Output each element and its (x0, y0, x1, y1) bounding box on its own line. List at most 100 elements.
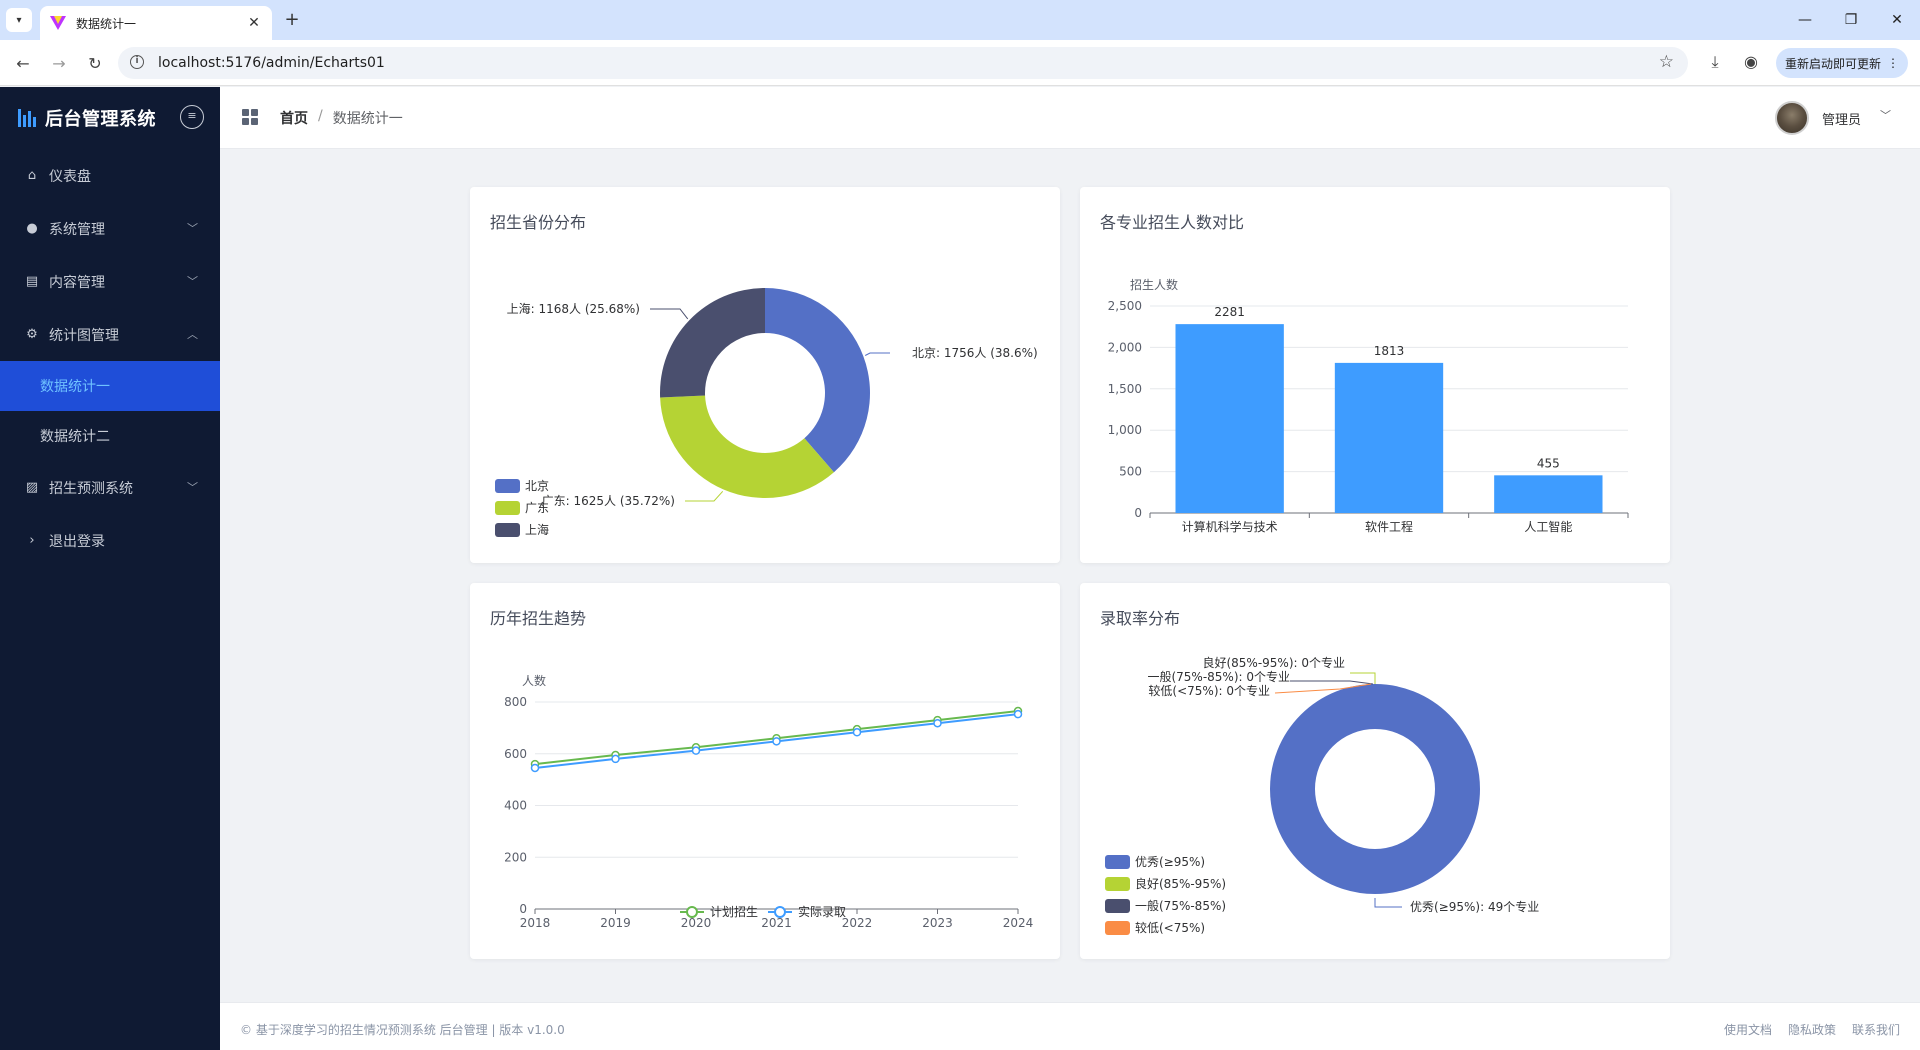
tab-close-icon[interactable]: ✕ (248, 15, 260, 31)
sidebar-subitem-stats-1[interactable]: 数据统计一 (0, 361, 220, 411)
footer-link-privacy[interactable]: 隐私政策 (1787, 1023, 1836, 1037)
breadcrumb-separator: / (318, 108, 323, 124)
username[interactable]: 管理员 (1822, 113, 1862, 128)
page-header: 首页 / 数据统计一 管理员 ﹀ (220, 87, 1920, 149)
sidebar-item-label: 系统管理 (49, 221, 105, 238)
tab-search-chevron-icon[interactable]: ▾ (6, 8, 32, 32)
footer-link-docs[interactable]: 使用文档 (1723, 1023, 1772, 1037)
legend-label: 良好(85%-95%) (1135, 876, 1226, 891)
footer-links: 使用文档 隐私政策 联系我们 (1724, 1021, 1900, 1038)
tab-title: 数据统计一 (76, 16, 137, 31)
x-tick-label: 计算机科学与技术 (1182, 519, 1278, 534)
chart-icon: ▨ (25, 480, 39, 495)
address-url[interactable]: localhost:5176/admin/Echarts01 (158, 55, 385, 71)
reload-icon[interactable]: ↻ (88, 53, 102, 73)
card-major: 各专业招生人数对比 招生人数 0 500 1,000 1,500 2,000 2,500 22… (1080, 187, 1670, 563)
data-point (1013, 709, 1023, 719)
legend-label: 上海 (525, 522, 549, 537)
brand-title: 后台管理系统 (45, 109, 156, 130)
update-button[interactable]: 重新启动即可更新 ⋮ (1776, 48, 1908, 78)
bookmark-star-icon[interactable]: ☆ (1658, 52, 1674, 72)
legend-swatch (1105, 877, 1130, 891)
donut-slice (765, 288, 870, 473)
sidebar-item-label: 仪表盘 (49, 168, 91, 185)
browser-toolbar: ← → ↻ i localhost:5176/admin/Echarts01 ☆… (0, 40, 1920, 86)
site-info-icon[interactable]: i (130, 55, 144, 69)
y-tick-label: 500 (1119, 465, 1142, 479)
home-icon: ⌂ (27, 168, 37, 183)
download-icon[interactable]: ⤓ (1711, 52, 1719, 71)
window-close-icon[interactable]: ✕ (1891, 12, 1903, 28)
legend-label: 优秀(≥95%) (1135, 855, 1205, 869)
label-leader-line (1374, 898, 1402, 908)
chevron-up-icon: ︿ (187, 328, 198, 341)
card-trend: 历年招生趋势 人数 0 200 400 600 800 2018 2019 2020 2021 20… (470, 583, 1060, 959)
y-tick-label: 1,000 (1108, 423, 1142, 437)
donut-slice (1270, 684, 1480, 894)
card-title: 招生省份分布 (490, 213, 587, 232)
sidebar-item-prediction[interactable]: ▨ 招生预测系统 ﹀ (0, 461, 220, 514)
sidebar-item-system[interactable]: ● 系统管理 ﹀ (0, 202, 220, 255)
footer-copyright: © 基于深度学习的招生情况预测系统 后台管理 | 版本 v1.0.0 (240, 1023, 565, 1037)
sidebar-item-logout[interactable]: › 退出登录 (0, 514, 220, 567)
x-tick-label: 软件工程 (1365, 519, 1413, 534)
data-point (933, 718, 942, 728)
x-tick-label: 2021 (761, 916, 792, 930)
sidebar-item-content[interactable]: ▤ 内容管理 ﹀ (0, 255, 220, 308)
label-leader-line (1350, 672, 1376, 684)
back-icon[interactable]: ← (16, 53, 30, 73)
card-title: 历年招生趋势 (490, 609, 587, 628)
avatar[interactable] (1775, 101, 1809, 135)
brand-logo-icon (18, 109, 36, 127)
document-icon: ▤ (25, 274, 39, 289)
browser-tab[interactable]: 数据统计一 ✕ (40, 6, 272, 40)
profile-icon[interactable]: ◉ (1744, 52, 1758, 71)
slice-label: 一般(75%-85%): 0个专业 (1147, 669, 1290, 684)
window-controls: — ❐ ✕ (1782, 0, 1920, 40)
sidebar-item-label: 内容管理 (49, 274, 105, 291)
donut-slice (660, 395, 834, 499)
footer-link-contact[interactable]: 联系我们 (1851, 1023, 1900, 1037)
bar-value-label: 2281 (1214, 305, 1245, 319)
x-tick-label: 2018 (520, 916, 551, 930)
new-tab-icon[interactable]: + (284, 9, 300, 30)
legend-label: 一般(75%-85%) (1135, 898, 1226, 913)
legend-swatch (1105, 855, 1130, 869)
y-tick-label: 2,000 (1108, 340, 1142, 354)
address-bar[interactable]: i localhost:5176/admin/Echarts01 ☆ (118, 47, 1688, 79)
major-bar-chart: 招生人数 0 500 1,000 1,500 2,000 2,500 2281 计算机科学与技术… (1108, 277, 1629, 534)
apps-grid-icon[interactable] (242, 109, 258, 125)
x-tick-label: 2020 (681, 916, 712, 930)
label-leader-line (864, 352, 890, 356)
sidebar: 后台管理系统 ≡ ⌂ 仪表盘 ● 系统管理 ﹀ ▤ 内容管理 ﹀ ⚙ 统计图管理… (0, 87, 220, 1050)
sidebar-item-charts[interactable]: ⚙ 统计图管理 ︿ (0, 308, 220, 361)
restore-icon[interactable]: ❐ (1844, 12, 1858, 28)
slice-label: 良好(85%-95%): 0个专业 (1202, 655, 1345, 670)
legend-marker (774, 906, 786, 918)
y-tick-label: 800 (504, 695, 527, 709)
y-tick-label: 200 (504, 850, 527, 864)
y-tick-label: 1,500 (1108, 382, 1142, 396)
label-leader-line (1290, 680, 1374, 685)
minimize-icon[interactable]: — (1798, 12, 1812, 28)
bar (1334, 362, 1444, 513)
chevron-down-icon: ﹀ (187, 275, 198, 288)
slice-label: 广东: 1625人 (35.72%) (542, 494, 675, 508)
breadcrumb: 首页 / 数据统计一 (280, 108, 403, 128)
vite-favicon-icon (50, 16, 66, 30)
x-tick-label: 2019 (600, 916, 631, 930)
admission-donut-chart: 优秀(≥95%): 49个专业 良好(85%-95%): 0个专业一般(75%-8… (1105, 655, 1539, 935)
breadcrumb-home[interactable]: 首页 (280, 111, 308, 127)
legend-swatch (1105, 921, 1130, 935)
sidebar-item-dashboard[interactable]: ⌂ 仪表盘 (0, 149, 220, 202)
label-leader-line (650, 308, 689, 320)
sidebar-subitem-stats-2[interactable]: 数据统计二 (0, 411, 220, 461)
bar-value-label: 455 (1537, 456, 1560, 470)
sidebar-collapse-icon[interactable]: ≡ (180, 105, 204, 129)
y-tick-label: 400 (504, 799, 527, 813)
gear-icon: ⚙ (26, 327, 38, 342)
user-menu-chevron-icon[interactable]: ﹀ (1880, 109, 1891, 122)
card-title: 录取率分布 (1100, 609, 1181, 628)
forward-icon[interactable]: → (52, 53, 66, 73)
legend-label: 实际录取 (798, 904, 846, 919)
